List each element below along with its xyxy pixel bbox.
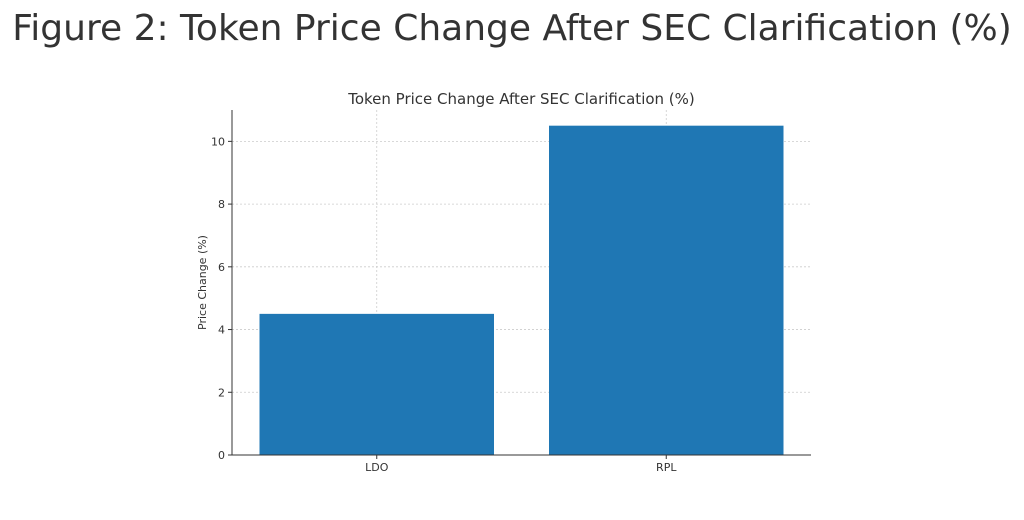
bar-ldo [259,313,494,455]
chart-title: Token Price Change After SEC Clarificati… [347,90,695,108]
labels: Token Price Change After SEC Clarificati… [196,90,695,474]
y-tick-label: 10 [211,135,225,148]
y-tick-label: 4 [218,324,225,337]
x-tick-label: RPL [656,461,677,474]
y-tick-label: 0 [218,449,225,462]
y-axis-title: Price Change (%) [196,235,209,330]
figure-title: Figure 2: Token Price Change After SEC C… [12,8,1012,49]
axes [228,110,811,459]
bars [259,125,784,455]
y-tick-label: 6 [218,261,225,274]
y-tick-label: 2 [218,386,225,399]
x-tick-label: LDO [365,461,389,474]
bar-rpl [549,125,784,455]
y-tick-label: 8 [218,198,225,211]
